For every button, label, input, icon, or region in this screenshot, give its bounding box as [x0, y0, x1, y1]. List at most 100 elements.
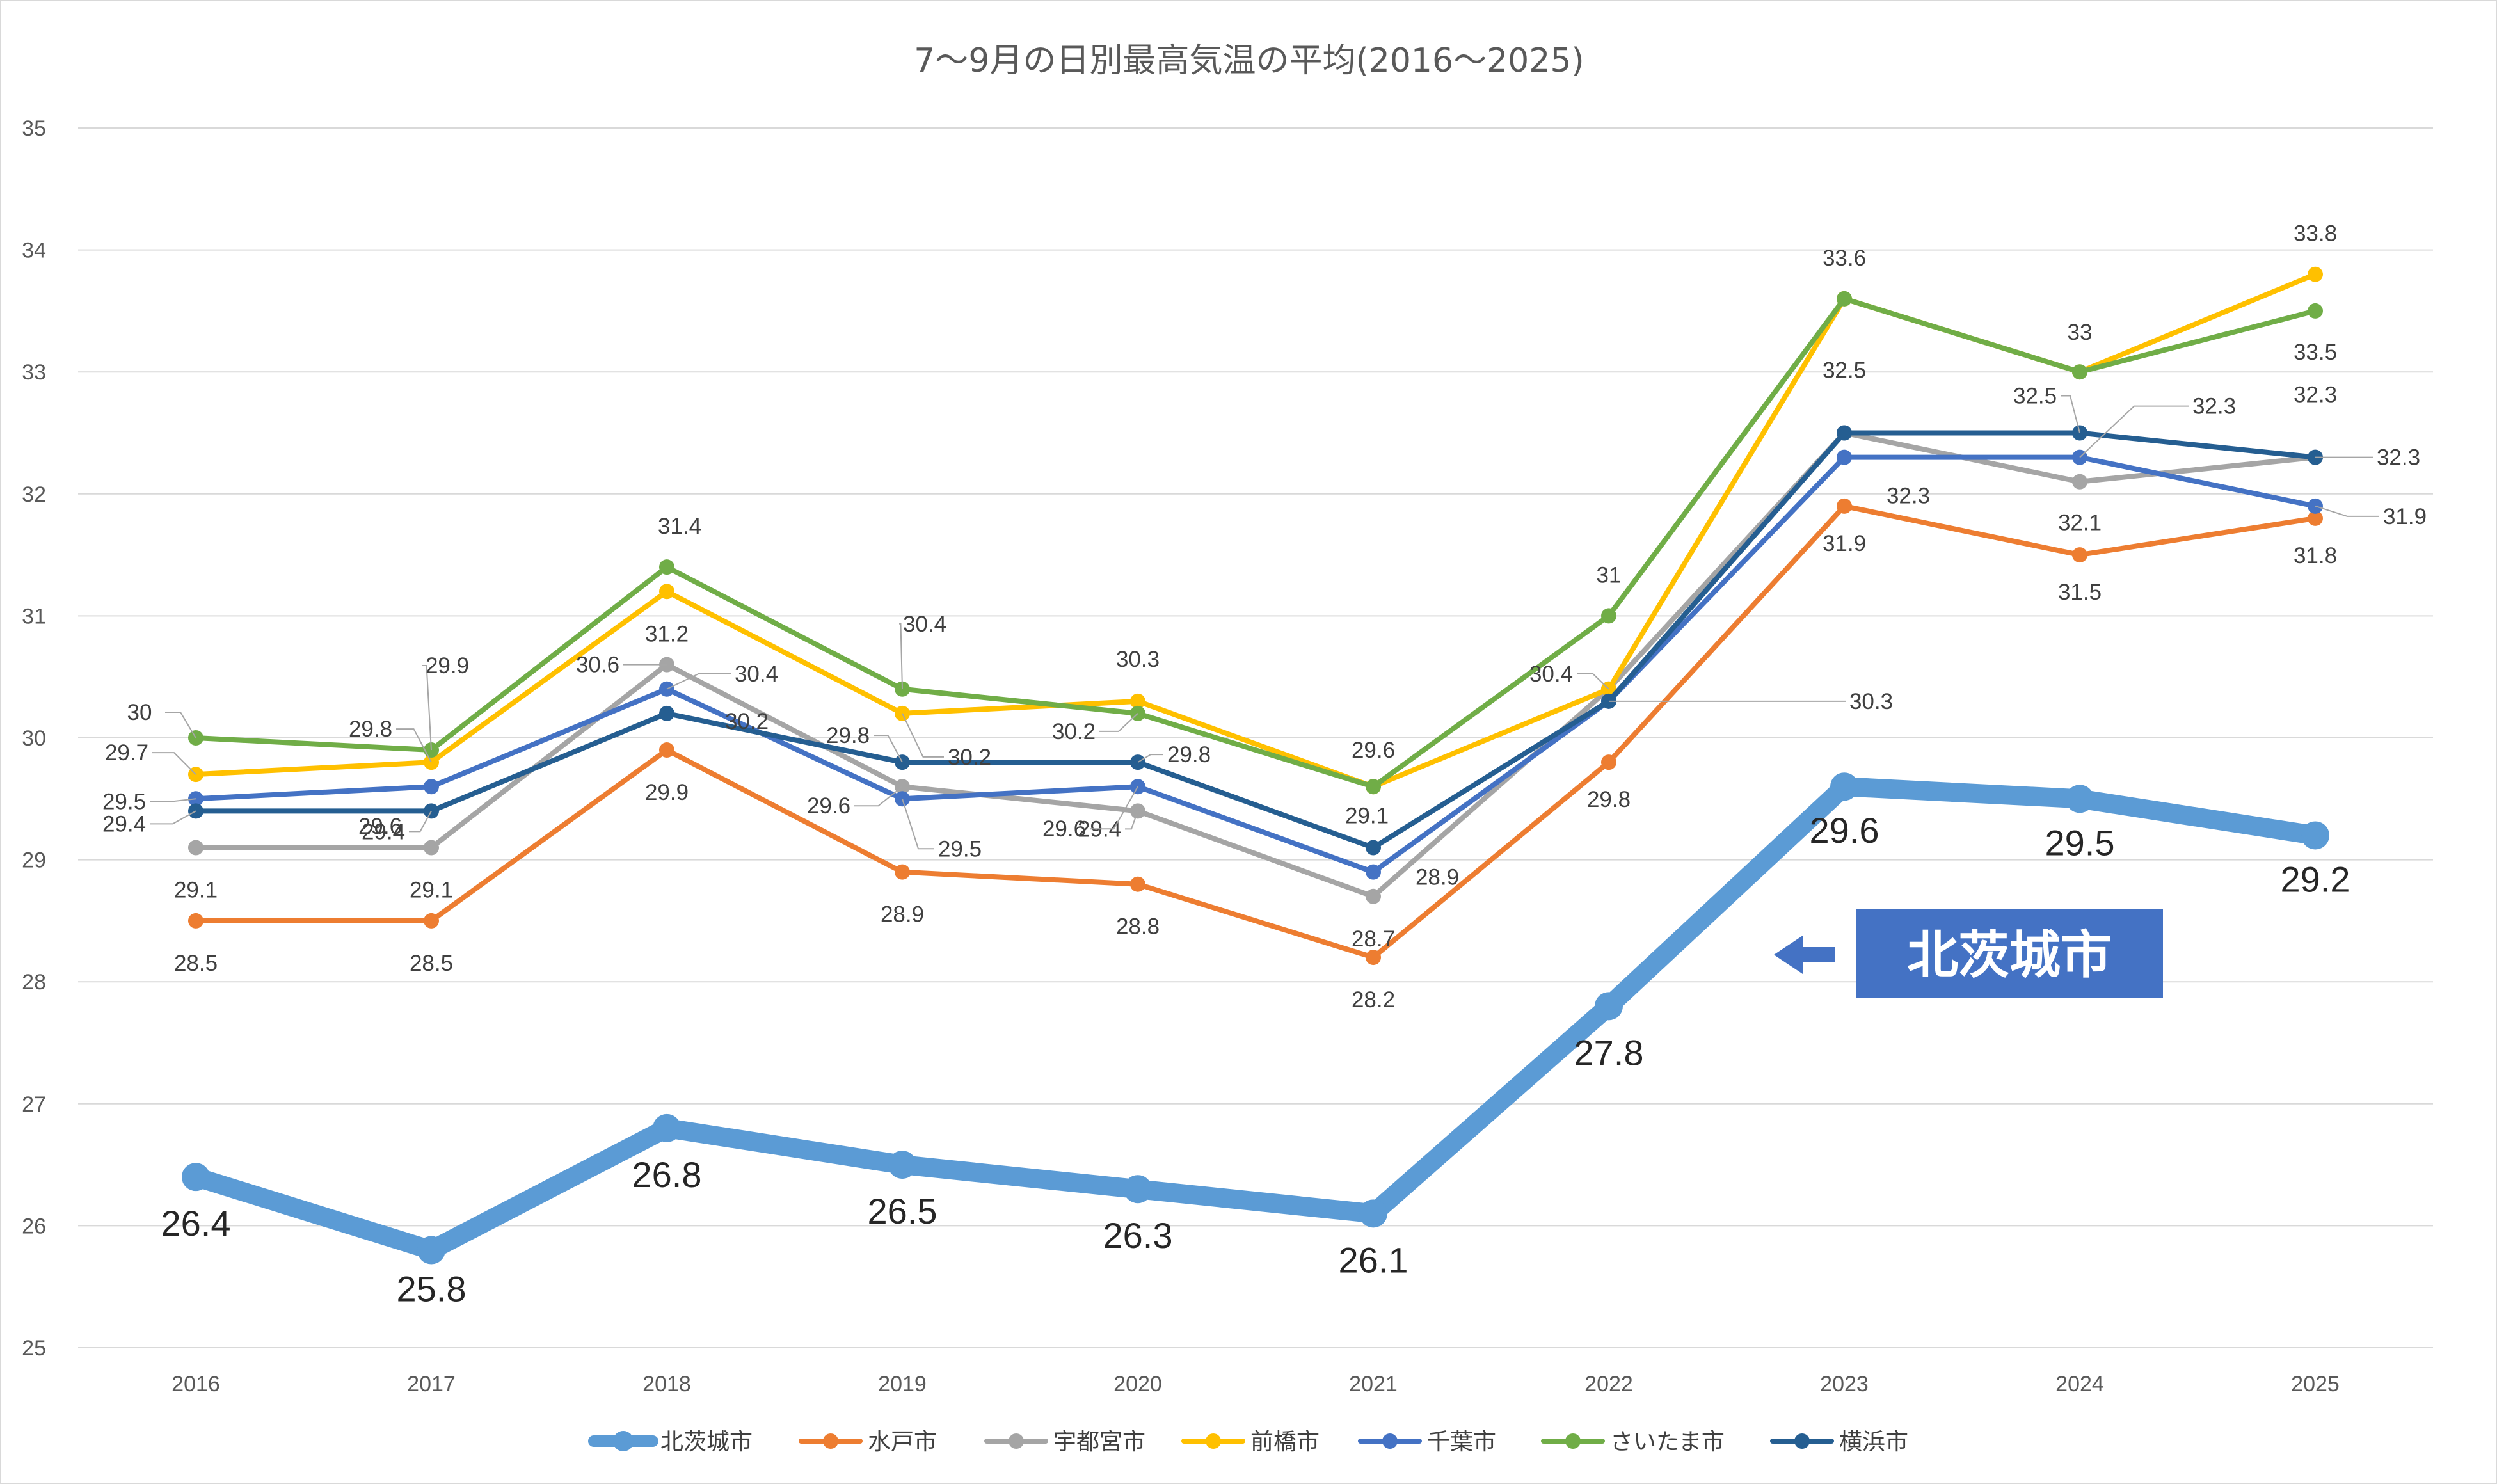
data-label: 29.8 — [1167, 742, 1211, 767]
label-leader-line — [150, 798, 196, 802]
data-label: 32.5 — [1823, 358, 1866, 383]
y-tick-label: 35 — [22, 116, 46, 141]
data-label: 29.4 — [362, 819, 405, 844]
data-point — [2308, 266, 2323, 282]
data-label: 33.6 — [1823, 246, 1866, 271]
data-point — [895, 864, 910, 880]
series-line — [193, 454, 2318, 875]
label-leader-line — [874, 735, 903, 763]
data-label: 33.8 — [2294, 221, 2337, 246]
legend-label: 千葉市 — [1427, 1429, 1496, 1455]
data-point — [1601, 754, 1616, 770]
label-leader-line — [150, 810, 196, 825]
label-leader-line — [902, 713, 944, 758]
y-tick-label: 31 — [22, 604, 46, 628]
label-leader-line — [152, 752, 196, 775]
x-tick-label: 2018 — [642, 1372, 691, 1396]
legend-swatch-marker — [613, 1431, 634, 1451]
legend-item: 北茨城市 — [588, 1429, 753, 1455]
data-label: 31.9 — [1823, 531, 1866, 556]
label-leader-line — [1577, 673, 1609, 690]
data-point — [1130, 693, 1145, 709]
data-point — [417, 1236, 445, 1265]
series-line — [186, 777, 2325, 1260]
data-point — [1595, 992, 1623, 1021]
data-point — [1366, 779, 1381, 795]
legend-item: さいたま市 — [1541, 1429, 1725, 1455]
series-group — [182, 266, 2329, 1265]
data-label: 29.7 — [105, 740, 148, 765]
series-line — [193, 271, 2318, 790]
y-tick-label: 30 — [22, 726, 46, 751]
data-label: 28.8 — [1116, 914, 1160, 939]
label-leader-line — [409, 810, 432, 833]
data-label: 29.8 — [826, 723, 870, 748]
data-point — [1837, 291, 1852, 307]
data-point — [888, 1151, 916, 1179]
annotation-box — [1856, 909, 2163, 998]
data-point — [653, 1113, 681, 1142]
y-tick-label: 25 — [22, 1336, 46, 1360]
series-line — [193, 430, 2318, 850]
data-point — [1830, 772, 1858, 801]
x-tick-label: 2020 — [1113, 1372, 1162, 1396]
x-tick-label: 2017 — [407, 1372, 456, 1396]
series-宇都宮市 — [188, 425, 2323, 904]
data-label: 29.5 — [102, 789, 146, 814]
x-tick-label: 2016 — [172, 1372, 220, 1396]
data-label: 30.4 — [903, 612, 946, 637]
data-label: 33.5 — [2294, 340, 2337, 365]
y-tick-label: 33 — [22, 360, 46, 385]
series-千葉市 — [188, 449, 2323, 880]
data-label: 31.4 — [658, 514, 701, 539]
data-label: 28.7 — [1352, 927, 1395, 952]
data-label: 32.3 — [2192, 394, 2236, 419]
data-label: 30 — [127, 700, 152, 725]
data-point — [2308, 303, 2323, 319]
legend-item: 横浜市 — [1770, 1429, 1908, 1455]
data-label: 29.4 — [102, 811, 146, 836]
legend-item: 水戸市 — [799, 1429, 937, 1455]
data-point — [2072, 364, 2087, 380]
data-label: 29.8 — [1587, 787, 1631, 812]
data-label: 26.5 — [868, 1191, 937, 1231]
data-point — [424, 779, 439, 795]
legend-item: 前橋市 — [1181, 1429, 1320, 1455]
data-point — [659, 559, 674, 575]
label-leader-line — [1090, 786, 1138, 830]
data-label: 28.9 — [881, 902, 924, 927]
label-leader-line — [2079, 405, 2189, 458]
data-label: 29.1 — [410, 878, 453, 903]
y-tick-label: 26 — [22, 1214, 46, 1238]
label-leader-line — [165, 712, 196, 738]
label-leader-line — [1125, 811, 1138, 830]
data-point — [1366, 950, 1381, 966]
data-point — [2072, 547, 2087, 563]
data-point — [1366, 840, 1381, 856]
data-label: 31.9 — [2383, 504, 2427, 529]
data-point — [1359, 1199, 1387, 1228]
label-leader-line — [1137, 754, 1163, 763]
label-leader-line — [396, 728, 432, 763]
data-label: 29.2 — [2281, 859, 2350, 899]
label-leader-line — [2061, 395, 2080, 433]
data-point — [659, 584, 674, 600]
legend-item: 宇都宮市 — [984, 1429, 1145, 1455]
data-point — [188, 913, 203, 929]
data-point — [424, 913, 439, 929]
legend-swatch-marker — [1794, 1433, 1810, 1449]
annotation: 北茨城市 — [1774, 909, 2163, 998]
data-point — [424, 840, 439, 856]
data-label: 27.8 — [1574, 1032, 1644, 1073]
data-label: 30.2 — [948, 745, 991, 770]
data-label: 29.9 — [645, 780, 689, 805]
data-label: 26.1 — [1339, 1240, 1408, 1280]
series-水戸市 — [188, 498, 2323, 966]
data-point — [1124, 1175, 1152, 1204]
legend: 北茨城市 水戸市 宇都宮市 前橋市 千葉市 さいたま市 横浜市 — [588, 1429, 1908, 1455]
annotation-label: 北茨城市 — [1907, 925, 2112, 985]
data-label: 32.1 — [2058, 511, 2102, 536]
legend-swatch-marker — [1206, 1433, 1221, 1449]
data-point — [1130, 876, 1145, 892]
